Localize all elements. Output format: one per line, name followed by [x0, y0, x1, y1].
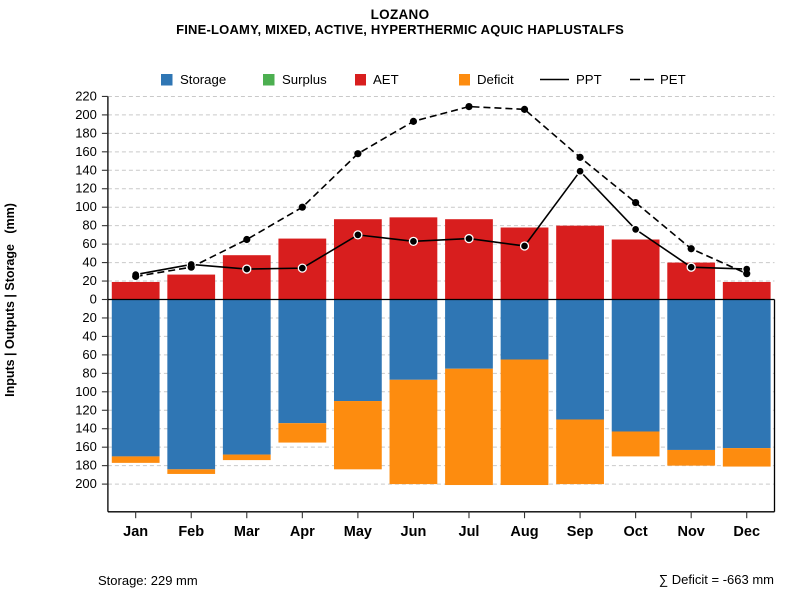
- svg-text:Jan: Jan: [123, 524, 148, 540]
- svg-text:100: 100: [75, 199, 97, 214]
- svg-text:60: 60: [82, 236, 96, 251]
- svg-text:Dec: Dec: [733, 524, 760, 540]
- svg-text:Jun: Jun: [401, 524, 427, 540]
- svg-text:40: 40: [82, 255, 96, 270]
- svg-text:180: 180: [75, 458, 97, 473]
- svg-text:Apr: Apr: [290, 524, 315, 540]
- svg-text:120: 120: [75, 402, 97, 417]
- svg-text:0: 0: [90, 292, 97, 307]
- svg-text:160: 160: [75, 439, 97, 454]
- svg-text:Storage: Storage: [180, 72, 226, 87]
- svg-text:Mar: Mar: [234, 524, 260, 540]
- svg-text:PET: PET: [660, 72, 686, 87]
- svg-text:140: 140: [75, 162, 97, 177]
- svg-text:PPT: PPT: [576, 72, 602, 87]
- svg-text:200: 200: [75, 107, 97, 122]
- svg-text:160: 160: [75, 144, 97, 159]
- svg-text:Deficit: Deficit: [477, 72, 514, 87]
- svg-text:∑ Deficit = -663 mm: ∑ Deficit = -663 mm: [659, 572, 774, 587]
- svg-text:180: 180: [75, 125, 97, 140]
- svg-text:80: 80: [82, 218, 96, 233]
- svg-text:60: 60: [82, 347, 96, 362]
- svg-text:Jul: Jul: [459, 524, 480, 540]
- svg-text:Inputs | Outputs | Storage (: Inputs | Outputs | Storage (mm): [3, 203, 17, 397]
- svg-text:AET: AET: [373, 72, 399, 87]
- svg-text:80: 80: [82, 365, 96, 380]
- svg-text:40: 40: [82, 328, 96, 343]
- svg-text:LOZANO: LOZANO: [371, 7, 430, 22]
- svg-text:220: 220: [75, 88, 97, 103]
- svg-text:Sep: Sep: [567, 524, 594, 540]
- svg-text:Oct: Oct: [624, 524, 648, 540]
- svg-text:FINE-LOAMY, MIXED, ACTIVE, HYP: FINE-LOAMY, MIXED, ACTIVE, HYPERTHERMIC …: [176, 22, 624, 37]
- svg-text:Aug: Aug: [510, 524, 538, 540]
- svg-text:Nov: Nov: [677, 524, 704, 540]
- svg-text:Surplus: Surplus: [282, 72, 327, 87]
- svg-text:20: 20: [82, 310, 96, 325]
- svg-text:Storage: 229 mm: Storage: 229 mm: [98, 573, 198, 588]
- svg-text:May: May: [344, 524, 372, 540]
- svg-text:120: 120: [75, 181, 97, 196]
- svg-text:Feb: Feb: [178, 524, 204, 540]
- svg-text:20: 20: [82, 273, 96, 288]
- svg-text:100: 100: [75, 384, 97, 399]
- svg-text:140: 140: [75, 421, 97, 436]
- svg-text:200: 200: [75, 476, 97, 491]
